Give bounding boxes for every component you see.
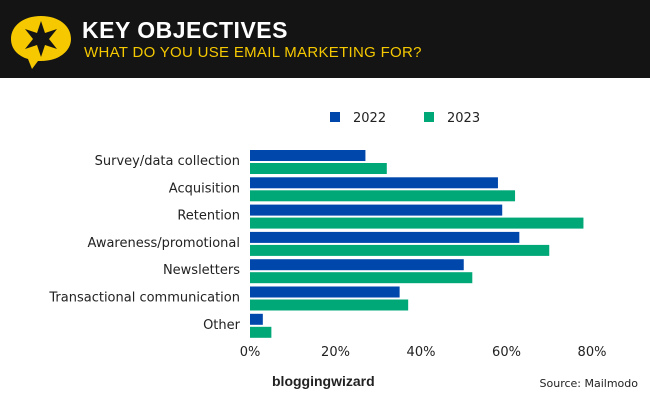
header-subtitle: WHAT DO YOU USE EMAIL MARKETING FOR? [84,44,422,61]
category-label: Transactional communication [48,291,240,306]
x-tick-label: 40% [407,345,436,360]
bar-2022 [250,204,503,216]
legend-swatch-2022 [330,112,340,122]
bar-2023 [250,326,272,338]
bar-2023 [250,190,516,202]
legend-label-2023: 2023 [447,111,480,126]
category-label: Acquisition [169,181,240,196]
x-tick-label: 0% [240,345,261,360]
category-label: Awareness/promotional [87,236,240,251]
bar-2023 [250,217,584,229]
bar-2022 [250,286,400,298]
bar-2023 [250,299,409,311]
source-note: Source: Mailmodo [539,377,638,390]
category-label: Retention [177,209,240,224]
header: KEY OBJECTIVES WHAT DO YOU USE EMAIL MAR… [0,0,650,78]
bar-2023 [250,272,473,284]
header-title: KEY OBJECTIVES [82,17,288,43]
bar-2022 [250,313,263,325]
bar-2022 [250,231,520,243]
bar-2022 [250,177,498,189]
star-speech-bubble-icon [11,16,71,69]
x-tick-label: 20% [321,345,350,360]
brand-logo: bloggingwizard [272,373,375,389]
bar-2023 [250,163,387,174]
bar-2022 [250,259,464,271]
category-label: Newsletters [163,263,240,278]
x-tick-label: 80% [578,345,607,360]
bar-2023 [250,244,550,256]
category-label: Other [203,318,241,333]
x-tick-label: 60% [492,345,521,360]
bar-chart: 2022 2023 Survey/data collection Acquisitio… [48,111,607,360]
legend-swatch-2023 [424,112,434,122]
bar-2022 [250,150,366,161]
category-label: Survey/data collection [95,154,240,169]
legend-label-2022: 2022 [353,111,386,126]
